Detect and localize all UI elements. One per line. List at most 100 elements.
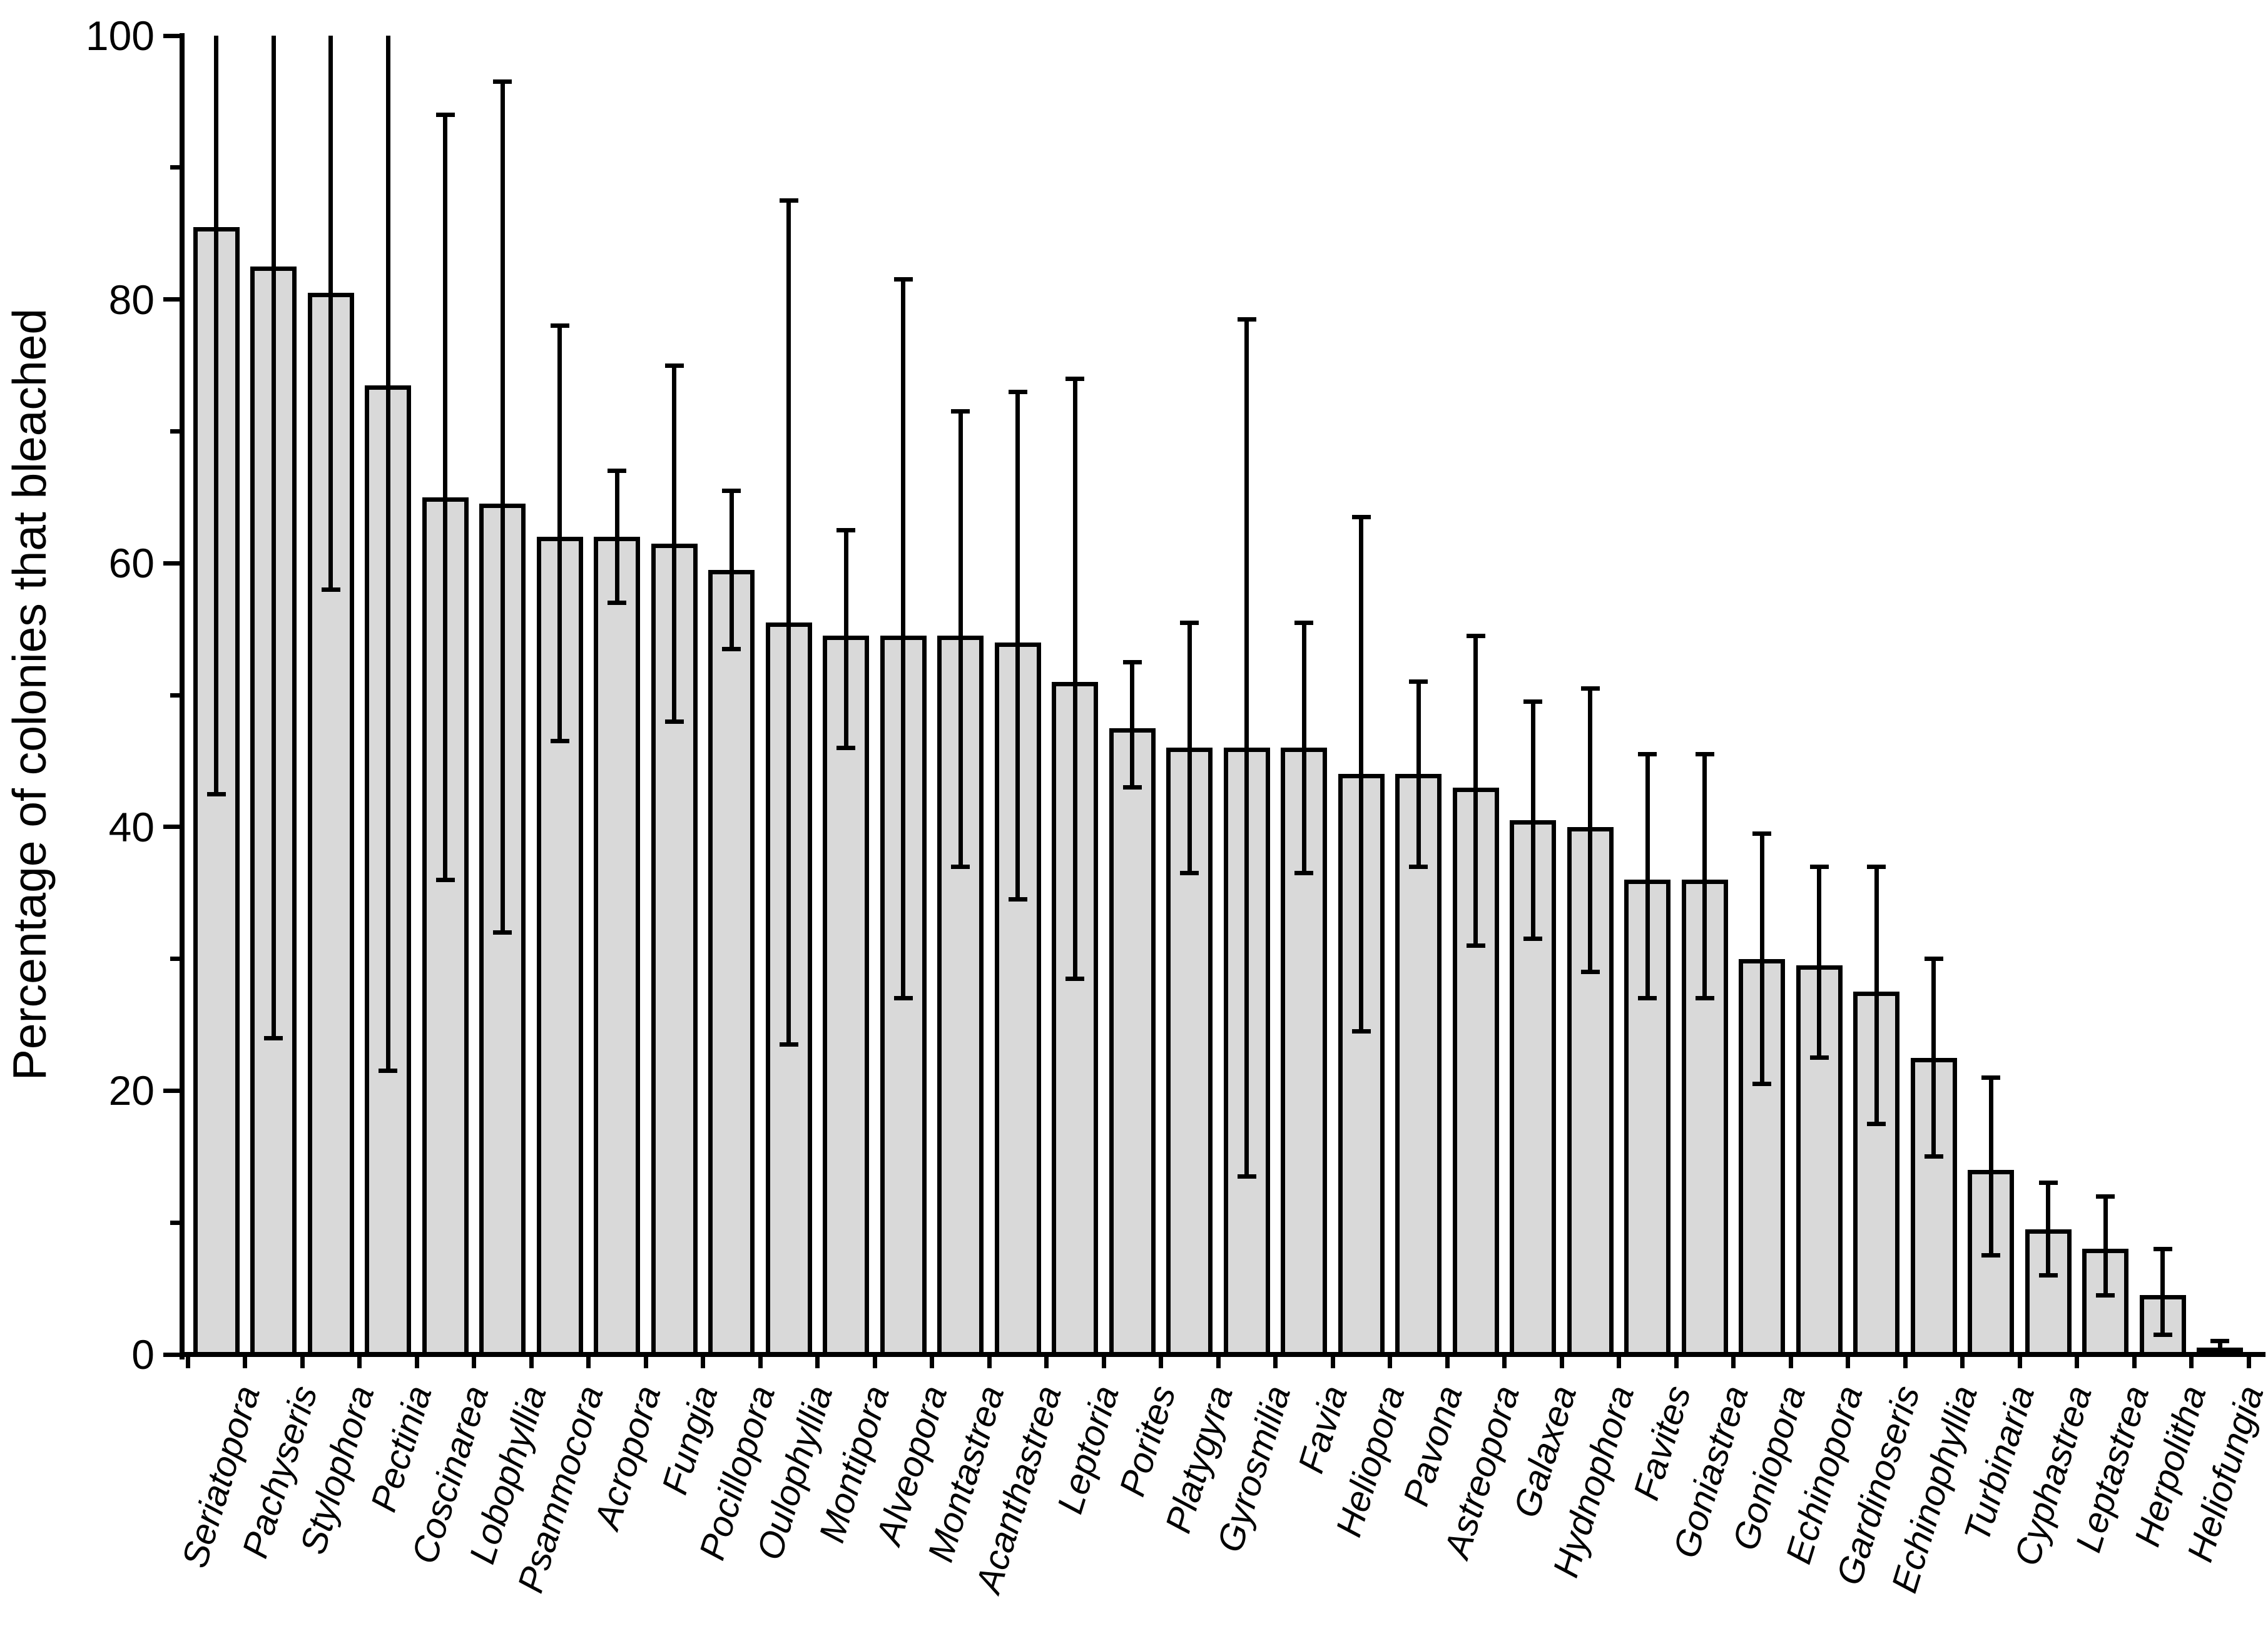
error-bar-line	[2103, 1196, 2108, 1296]
error-bar-cap-bottom	[1523, 937, 1543, 942]
error-bar-cap-bottom	[1122, 785, 1142, 790]
error-bar-cap-top	[1981, 1075, 2001, 1080]
x-tick	[2246, 1357, 2251, 1368]
x-tick	[1903, 1357, 1908, 1368]
error-bar-cap-top	[1752, 831, 1772, 836]
bar	[994, 642, 1041, 1357]
x-tick	[586, 1357, 591, 1368]
x-tick	[1960, 1357, 1965, 1368]
y-tick-label: 20	[108, 1067, 155, 1114]
error-bar-cap-bottom	[1867, 1121, 1886, 1126]
error-bar-cap-top	[1523, 699, 1543, 704]
x-tick	[1273, 1357, 1278, 1368]
error-bar-cap-top	[1065, 376, 1085, 381]
error-bar-line	[672, 365, 677, 722]
x-tick	[414, 1357, 419, 1368]
error-bar-line	[1130, 662, 1135, 788]
error-bar-line	[1473, 636, 1478, 946]
y-major-tick	[163, 297, 180, 302]
error-bar-cap-bottom	[1809, 1055, 1829, 1060]
x-tick	[987, 1357, 992, 1368]
error-bar-cap-top	[1924, 957, 1943, 962]
y-axis-title: Percentage of colonies that bleached	[3, 308, 56, 1081]
error-bar-cap-bottom	[664, 719, 684, 724]
x-tick	[1502, 1357, 1507, 1368]
x-tick	[1559, 1357, 1564, 1368]
error-bar-line	[328, 36, 333, 590]
y-tick-label: 80	[108, 276, 155, 323]
x-tick	[872, 1357, 877, 1368]
error-bar-line	[2217, 1341, 2222, 1353]
error-bar-cap-bottom	[1065, 976, 1085, 981]
error-bar-line	[1759, 833, 1764, 1084]
error-bar-line	[1187, 622, 1192, 873]
error-bar-cap-bottom	[1351, 1029, 1371, 1034]
error-bar-cap-bottom	[1180, 871, 1199, 876]
error-bar-cap-top	[951, 409, 970, 414]
bar	[823, 636, 870, 1357]
error-bar-cap-bottom	[1409, 864, 1428, 869]
error-bar-line	[1988, 1077, 1993, 1256]
error-bar-cap-bottom	[1580, 970, 1600, 975]
error-bar-line	[214, 36, 219, 795]
error-bar-line	[1244, 319, 1249, 1177]
error-bar-line	[1588, 688, 1593, 972]
error-bar-cap-bottom	[1008, 897, 1027, 902]
error-bar-cap-bottom	[1638, 996, 1657, 1001]
error-bar-cap-top	[893, 277, 913, 282]
error-bar-cap-top	[608, 469, 627, 474]
x-tick	[1159, 1357, 1163, 1368]
x-tick	[243, 1357, 247, 1368]
error-bar-cap-bottom	[493, 930, 512, 935]
error-bar-line	[1874, 866, 1879, 1124]
error-bar-cap-top	[2096, 1194, 2115, 1199]
bar	[1510, 820, 1557, 1357]
x-tick	[300, 1357, 305, 1368]
bar	[594, 537, 641, 1357]
error-bar-line	[1072, 379, 1077, 979]
error-bar-cap-top	[1409, 679, 1428, 684]
error-bar-line	[500, 81, 505, 933]
error-bar-cap-top	[1294, 620, 1314, 625]
error-bar-cap-top	[435, 112, 455, 117]
bar	[708, 569, 755, 1357]
x-tick	[1330, 1357, 1335, 1368]
error-bar-cap-bottom	[1924, 1154, 1943, 1159]
error-bar-cap-bottom	[2038, 1273, 2058, 1278]
bar	[1739, 958, 1786, 1357]
error-bar-cap-top	[550, 323, 569, 328]
error-bar-line	[1645, 754, 1650, 998]
error-bar-line	[1359, 517, 1364, 1032]
error-bar-line	[1817, 866, 1822, 1058]
error-bar-cap-bottom	[1466, 943, 1485, 948]
y-major-tick	[163, 1088, 180, 1093]
x-tick	[1617, 1357, 1621, 1368]
error-bar-cap-bottom	[1695, 996, 1714, 1001]
x-tick	[2189, 1357, 2194, 1368]
error-bar-cap-top	[1351, 514, 1371, 519]
y-minor-tick	[170, 165, 180, 170]
error-bar-cap-top	[1237, 317, 1256, 322]
error-bar-cap-bottom	[264, 1035, 283, 1040]
error-bar-line	[385, 36, 390, 1071]
x-tick	[1216, 1357, 1221, 1368]
x-tick	[1846, 1357, 1850, 1368]
x-tick	[472, 1357, 476, 1368]
error-bar-cap-top	[1809, 864, 1829, 869]
x-tick	[815, 1357, 820, 1368]
y-axis-line	[180, 33, 185, 1359]
error-bar-cap-top	[1180, 620, 1199, 625]
y-minor-tick	[170, 1220, 180, 1225]
y-minor-tick	[170, 957, 180, 962]
error-bar-cap-top	[1867, 864, 1886, 869]
error-bar-line	[1530, 701, 1535, 939]
error-bar-cap-top	[1122, 659, 1142, 664]
error-bar-cap-bottom	[1752, 1082, 1772, 1087]
x-tick	[930, 1357, 934, 1368]
error-bar-cap-bottom	[379, 1069, 398, 1074]
error-bar-cap-bottom	[550, 739, 569, 744]
error-bar-cap-top	[837, 528, 856, 532]
x-tick	[1731, 1357, 1736, 1368]
error-bar-cap-top	[2038, 1181, 2058, 1186]
error-bar-line	[2160, 1249, 2165, 1335]
